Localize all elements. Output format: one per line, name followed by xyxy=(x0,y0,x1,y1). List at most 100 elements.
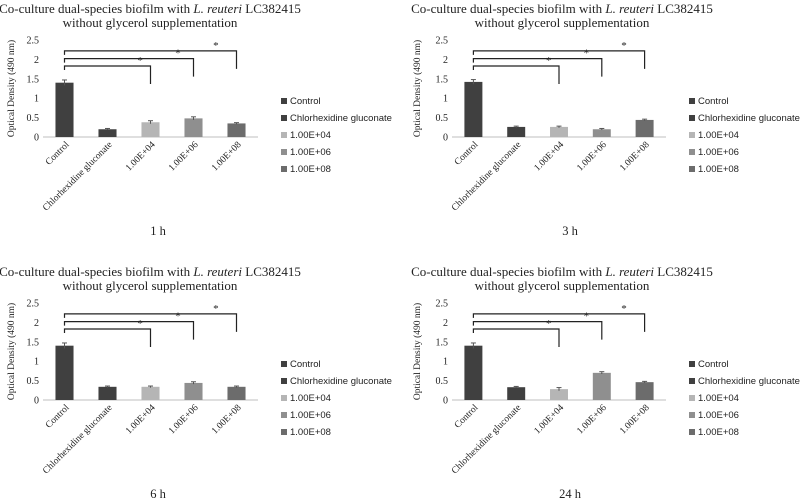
legend-label: 1.00E+04 xyxy=(290,130,331,141)
bar xyxy=(227,123,246,137)
chart-panel-4: Co-culture dual-species biofilm with L. … xyxy=(411,264,800,501)
chart-subtitle: without glycerol supplementation xyxy=(475,278,650,293)
significance-star: * xyxy=(213,303,219,315)
significance-bracket xyxy=(63,313,238,332)
y-tick-label: 2.5 xyxy=(27,299,40,310)
bar xyxy=(592,372,611,400)
y-tick-label: 1 xyxy=(34,94,39,105)
y-tick-label: 2.5 xyxy=(27,36,40,47)
y-tick-label: 0.5 xyxy=(27,376,40,387)
legend-swatch xyxy=(281,149,287,155)
chart-panel-2: Co-culture dual-species biofilm with L. … xyxy=(411,1,800,238)
legend-swatch xyxy=(281,412,287,418)
bar xyxy=(141,122,160,137)
bar xyxy=(464,81,483,137)
y-tick-label: 2 xyxy=(443,318,448,329)
chart-title: Co-culture dual-species biofilm with L. … xyxy=(411,264,713,279)
significance-star: * xyxy=(584,48,590,60)
x-category-label: 1.00E+06 xyxy=(575,403,609,437)
legend-swatch xyxy=(689,361,695,367)
x-category-label: 1.00E+06 xyxy=(167,140,201,174)
y-axis-label: Optical Density (490 nm) xyxy=(412,40,423,137)
bar xyxy=(55,82,74,137)
bar xyxy=(464,345,483,400)
bar xyxy=(635,119,654,137)
significance-star: * xyxy=(175,48,181,60)
legend-swatch xyxy=(689,132,695,138)
chart-title-suffix: LC382415 xyxy=(654,1,713,16)
chart-title: Co-culture dual-species biofilm with L. … xyxy=(0,264,301,279)
legend-label: 1.00E+04 xyxy=(698,130,739,141)
y-tick-label: 1.5 xyxy=(436,74,449,85)
y-axis-label: Optical Density (490 nm) xyxy=(412,303,423,400)
y-tick-label: 0.5 xyxy=(436,376,449,387)
x-category-label: 1.00E+04 xyxy=(533,140,567,174)
significance-bracket xyxy=(472,313,646,332)
legend-label: Chlorhexidine gluconate xyxy=(290,376,392,387)
y-axis-label: Optical Density (490 nm) xyxy=(6,303,17,400)
legend-label: Control xyxy=(698,96,729,107)
y-tick-label: 0 xyxy=(443,133,448,144)
legend-swatch xyxy=(281,395,287,401)
chart-subtitle: without glycerol supplementation xyxy=(63,15,238,30)
legend-label: 1.00E+04 xyxy=(290,393,331,404)
panel-time-label: 24 h xyxy=(559,487,582,501)
bar xyxy=(592,129,611,137)
chart-title-prefix: Co-culture dual-species biofilm with xyxy=(411,1,605,16)
bar xyxy=(507,126,526,137)
significance-bracket xyxy=(63,321,195,340)
legend-label: Control xyxy=(290,96,321,107)
legend-label: 1.00E+06 xyxy=(290,410,331,421)
legend-swatch xyxy=(689,166,695,172)
bar xyxy=(227,386,246,400)
significance-bracket xyxy=(472,58,603,77)
y-tick-label: 0 xyxy=(34,133,39,144)
x-category-label: 1.00E+04 xyxy=(124,403,158,437)
y-tick-label: 2 xyxy=(443,55,448,66)
y-tick-label: 2.5 xyxy=(436,36,449,47)
panel-time-label: 6 h xyxy=(150,487,166,501)
bar xyxy=(184,118,203,137)
legend-swatch xyxy=(281,115,287,121)
chart-title-species: L. reuteri xyxy=(192,264,242,279)
bar xyxy=(635,382,654,400)
legend-swatch xyxy=(281,378,287,384)
y-tick-label: 2 xyxy=(34,318,39,329)
chart-title-species: L. reuteri xyxy=(604,264,654,279)
bar xyxy=(141,386,160,400)
legend-label: Chlorhexidine gluconate xyxy=(290,113,392,124)
x-category-label: Control xyxy=(453,140,481,168)
chart-title-prefix: Co-culture dual-species biofilm with xyxy=(0,1,193,16)
chart-title-prefix: Co-culture dual-species biofilm with xyxy=(411,264,605,279)
chart-title-suffix: LC382415 xyxy=(242,1,301,16)
legend-label: 1.00E+08 xyxy=(290,164,331,175)
legend-label: 1.00E+08 xyxy=(698,164,739,175)
significance-star: * xyxy=(175,311,181,323)
bar xyxy=(507,387,526,400)
legend-swatch xyxy=(689,429,695,435)
chart-subtitle: without glycerol supplementation xyxy=(63,278,238,293)
bar xyxy=(55,345,74,400)
chart-title-suffix: LC382415 xyxy=(242,264,301,279)
legend-swatch xyxy=(689,395,695,401)
legend-label: 1.00E+08 xyxy=(698,427,739,438)
chart-title-suffix: LC382415 xyxy=(654,264,713,279)
x-category-label: 1.00E+08 xyxy=(618,140,652,174)
legend-swatch xyxy=(689,412,695,418)
bar xyxy=(98,129,117,137)
significance-bracket xyxy=(63,58,195,77)
chart-subtitle: without glycerol supplementation xyxy=(475,15,650,30)
chart-title-species: L. reuteri xyxy=(192,1,242,16)
x-category-label: Control xyxy=(44,140,72,168)
legend-swatch xyxy=(281,429,287,435)
y-axis-label: Optical Density (490 nm) xyxy=(6,40,17,137)
bar xyxy=(98,386,117,400)
legend-swatch xyxy=(281,98,287,104)
y-tick-label: 1 xyxy=(443,357,448,368)
panel-time-label: 1 h xyxy=(150,224,166,238)
chart-title-species: L. reuteri xyxy=(604,1,654,16)
legend-swatch xyxy=(689,98,695,104)
x-category-label: Control xyxy=(453,403,481,431)
y-tick-label: 1.5 xyxy=(27,74,40,85)
significance-star: * xyxy=(137,55,143,67)
